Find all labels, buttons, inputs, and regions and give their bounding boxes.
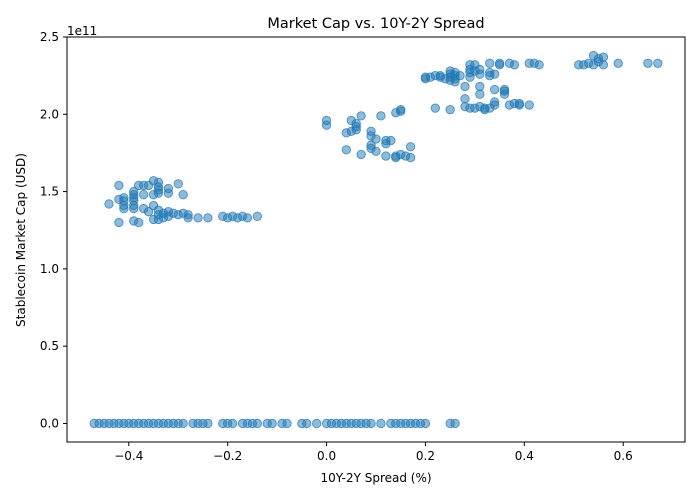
scatter-point — [321, 120, 332, 130]
scatter-point — [475, 89, 485, 99]
scatter-point — [341, 145, 351, 155]
scatter-point — [450, 77, 460, 87]
scatter-point — [252, 211, 262, 221]
scatter-point — [396, 106, 406, 116]
scatter-point — [405, 152, 416, 163]
scatter-point — [366, 418, 376, 429]
scatter-point — [178, 190, 188, 200]
plot-frame — [66, 36, 686, 443]
ticks-layer: −0.4 −0.2 0.0 0.2 0.4 0.6 0.0 0.5 1.0 1.5 2.0 2.5 — [40, 30, 633, 463]
scatter-point — [356, 111, 366, 121]
scatter-point — [490, 69, 500, 79]
scatter-point — [460, 94, 470, 104]
scatter-point — [104, 199, 114, 209]
scatter-point — [613, 58, 623, 68]
x-tick-label: −0.4 — [114, 449, 143, 463]
y-tick-label: 2.5 — [40, 30, 59, 44]
scatter-point — [405, 142, 416, 152]
scatter-point — [371, 146, 381, 157]
scatter-point — [386, 135, 396, 146]
scatter-point — [430, 103, 440, 113]
x-axis-label: 10Y-2Y Spread (%) — [320, 471, 431, 485]
scatter-point — [643, 58, 653, 68]
scatter-point — [460, 81, 470, 92]
scatter-point — [465, 72, 475, 82]
y-tick-label: 0.0 — [40, 416, 59, 430]
scatter-point — [114, 217, 124, 228]
scatter-point — [183, 213, 193, 223]
scatter-point — [376, 418, 386, 429]
scatter-point — [499, 89, 510, 99]
scatter-point — [450, 418, 460, 429]
scatter-point — [302, 418, 312, 429]
scatter-point — [376, 111, 386, 121]
y-tick-label: 1.5 — [40, 185, 59, 199]
scatter-point — [252, 418, 262, 429]
scatter-point — [475, 81, 485, 92]
x-tick-label: −0.2 — [213, 449, 242, 463]
scatter-point — [445, 105, 455, 115]
scatter-point — [143, 207, 154, 217]
y-tick-label: 0.5 — [40, 339, 59, 353]
scatter-point — [129, 203, 139, 214]
scatter-points-layer — [89, 50, 663, 429]
y-offset-label: 1e11 — [67, 24, 97, 38]
scatter-point — [242, 213, 253, 223]
scatter-point — [524, 100, 534, 110]
scatter-point — [203, 418, 213, 429]
scatter-point — [490, 100, 500, 110]
scatter-point — [420, 418, 431, 429]
scatter-point — [193, 213, 203, 223]
scatter-point — [227, 418, 238, 429]
y-tick-label: 1.0 — [40, 262, 59, 276]
scatter-point — [514, 100, 525, 110]
scatter-point — [490, 84, 500, 95]
x-tick-label: 0.4 — [515, 449, 534, 463]
scatter-point — [485, 58, 495, 68]
x-tick-label: 0.0 — [317, 449, 336, 463]
scatter-point — [178, 418, 188, 429]
scatter-point — [653, 58, 663, 68]
scatter-point — [173, 179, 183, 189]
scatter-point — [509, 60, 520, 70]
scatter-point — [119, 203, 129, 214]
x-tick-label: 0.6 — [614, 449, 633, 463]
scatter-point — [356, 149, 366, 160]
y-axis-label: Stablecoin Market Cap (USD) — [14, 153, 28, 327]
scatter-point — [598, 52, 609, 62]
scatter-point — [138, 190, 149, 200]
y-tick-label: 2.0 — [40, 107, 59, 121]
scatter-point — [371, 134, 381, 144]
scatter-point — [163, 188, 174, 198]
x-tick-label: 0.2 — [416, 449, 435, 463]
scatter-point — [282, 418, 292, 429]
scatter-point — [381, 151, 391, 161]
scatter-point — [203, 213, 213, 223]
chart-title: Market Cap vs. 10Y-2Y Spread — [267, 16, 484, 32]
scatter-point — [312, 418, 322, 429]
scatter-point — [534, 60, 544, 70]
scatter-point — [114, 180, 124, 191]
scatter-point — [455, 71, 465, 81]
scatter-point — [598, 60, 609, 70]
scatter-point — [351, 125, 361, 135]
scatter-point — [267, 418, 277, 429]
scatter-point — [494, 60, 505, 70]
scatter-point — [475, 69, 485, 79]
scatter-point — [153, 188, 164, 198]
scatter-point — [134, 217, 144, 228]
